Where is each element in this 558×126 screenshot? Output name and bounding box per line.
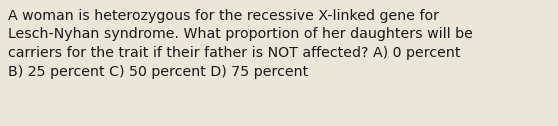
Text: A woman is heterozygous for the recessive X-linked gene for
Lesch-Nyhan syndrome: A woman is heterozygous for the recessiv… [8,9,473,79]
